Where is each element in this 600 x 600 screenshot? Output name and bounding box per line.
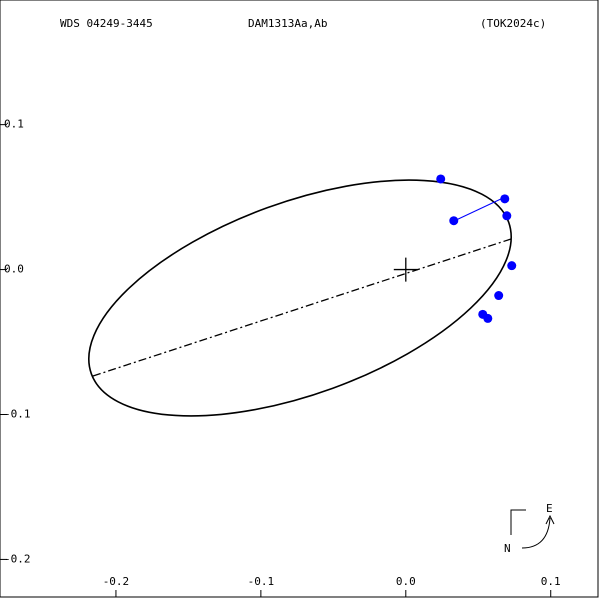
header-ref: (TOK2024c) [480, 17, 546, 30]
observation [449, 216, 459, 226]
primary-cross [393, 257, 418, 282]
compass-axes [510, 509, 526, 535]
y-tick-label: -0.1 [4, 407, 31, 420]
observation [483, 313, 493, 323]
compass-north: N [504, 542, 511, 555]
y-tick-label: -0.2 [4, 552, 31, 565]
y-tick-label: 0.0 [4, 263, 24, 276]
observation [502, 211, 512, 221]
observation [500, 194, 510, 204]
observation [494, 291, 504, 301]
observation [436, 174, 446, 184]
compass-arrow [521, 514, 555, 549]
x-tick-label: -0.1 [248, 575, 275, 588]
y-tick-label: 0.1 [4, 118, 24, 131]
header-id: WDS 04249-3445 [60, 17, 153, 30]
residual [453, 197, 504, 222]
x-tick-label: 0.0 [396, 575, 416, 588]
compass-east: E [546, 502, 553, 515]
x-tick-label: -0.2 [103, 575, 130, 588]
orbit [88, 179, 512, 417]
line-of-nodes [92, 237, 515, 377]
x-tick-label: 0.1 [541, 575, 561, 588]
observation [507, 261, 517, 271]
header-pair: DAM1313Aa,Ab [248, 17, 327, 30]
